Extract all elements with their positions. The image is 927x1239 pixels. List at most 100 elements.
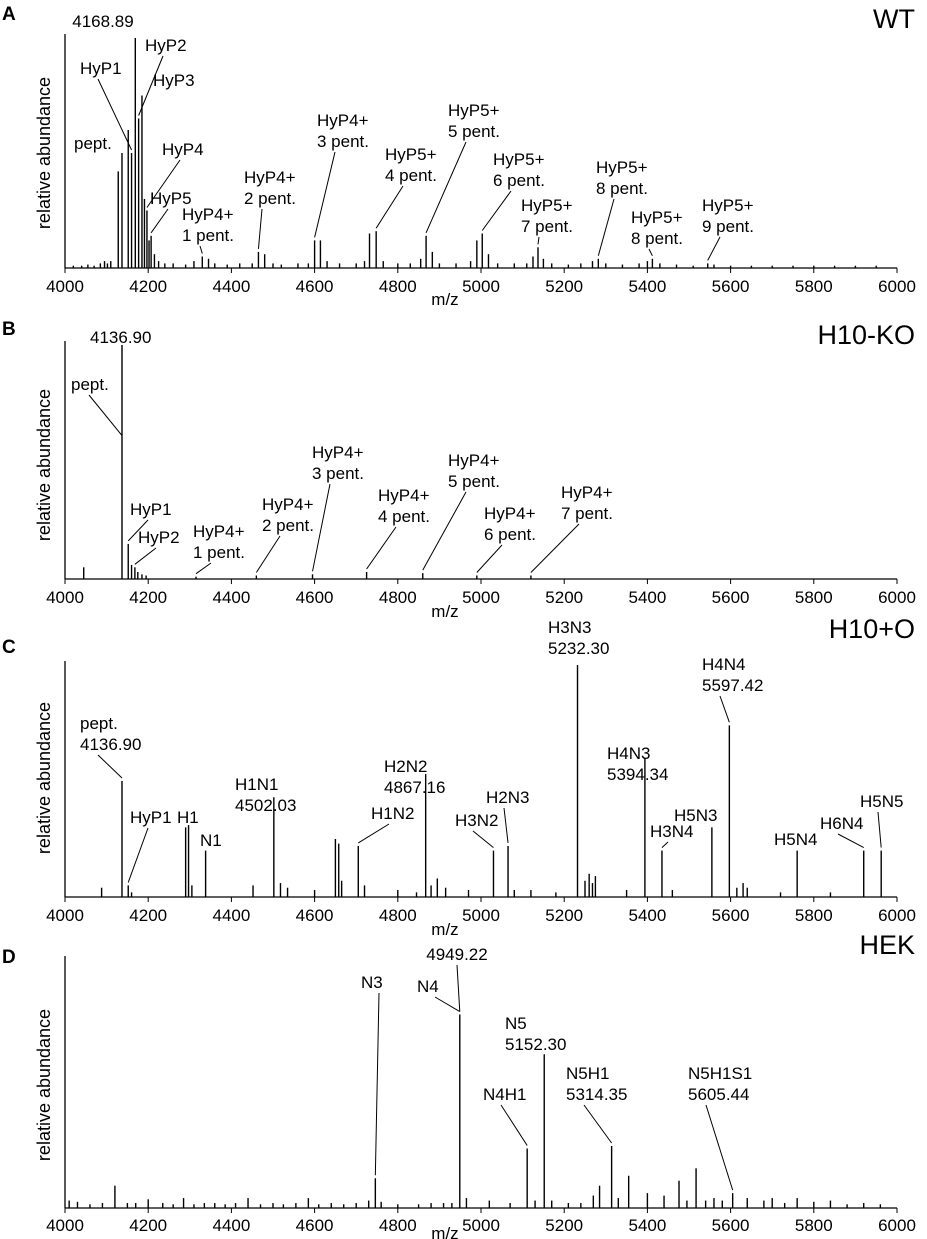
- peak-annotation: H2N3: [486, 788, 529, 807]
- annotation-leader-line: [503, 807, 509, 844]
- x-tick-label: 6000: [878, 588, 916, 607]
- x-tick-label: 5600: [712, 1216, 750, 1235]
- annotation-leader-line: [537, 236, 540, 245]
- annotation-leader-line: [358, 823, 390, 844]
- x-tick-label: 4800: [379, 1216, 417, 1235]
- y-axis-title: relative abundance: [34, 1009, 54, 1161]
- annotation-leader-line: [705, 1104, 734, 1191]
- peak-annotation: HyP5+ 8 pent.: [596, 158, 648, 198]
- annotation-leader-line: [425, 141, 467, 234]
- x-tick-label: 4200: [129, 588, 167, 607]
- peak-annotation: H5N3: [674, 806, 717, 825]
- x-tick-label: 4000: [46, 1216, 84, 1235]
- x-tick-label: 5600: [712, 277, 750, 296]
- x-tick-label: 5400: [628, 1216, 666, 1235]
- x-tick-label: 4400: [212, 277, 250, 296]
- peak-annotation: N4H1: [483, 1085, 526, 1104]
- x-tick-label: 4000: [46, 906, 84, 925]
- x-tick-label: 5000: [462, 277, 500, 296]
- annotation-leader-line: [127, 519, 149, 542]
- peak-annotation: H5N5: [860, 792, 903, 811]
- x-tick-label: 4000: [46, 588, 84, 607]
- annotation-leader-line: [134, 547, 157, 565]
- sample-name: HEK: [859, 930, 915, 960]
- x-tick-label: 4200: [129, 277, 167, 296]
- annotation-leader-line: [661, 841, 669, 848]
- peak-annotation: H4N3 5394.34: [607, 744, 668, 784]
- x-tick-label: 5800: [795, 1216, 833, 1235]
- x-tick-label: 5400: [628, 906, 666, 925]
- annotation-leader-line: [127, 827, 149, 883]
- sample-name: H10-KO: [817, 320, 915, 350]
- annotation-leader-line: [648, 248, 653, 257]
- peak-annotation: HyP1: [130, 500, 172, 519]
- annotation-leader-line: [88, 394, 123, 436]
- peak-annotation: H3N4: [650, 822, 693, 841]
- peak-annotation: HyP4+ 3 pent.: [312, 443, 364, 483]
- peak-annotation: HyP5+ 6 pent.: [493, 150, 545, 190]
- peak-annotation: N5H1 5314.35: [566, 1064, 627, 1104]
- annotation-leader-line: [837, 833, 864, 849]
- x-tick-label: 4800: [379, 277, 417, 296]
- peak-annotation: H6N4: [820, 814, 863, 833]
- peak-annotation: H2N2 4867.16: [384, 757, 445, 797]
- peak-annotation: H1N1 4502.03: [235, 775, 296, 815]
- peak-annotation: H3N3 5232.30: [548, 618, 609, 658]
- annotation-leader-line: [146, 159, 181, 208]
- peak-annotation: 4949.22: [426, 945, 487, 964]
- sample-name: WT: [873, 4, 915, 34]
- annotation-leader-line: [375, 185, 404, 229]
- x-tick-label: 4600: [296, 906, 334, 925]
- panel-letter: A: [2, 4, 16, 25]
- annotation-leader-line: [530, 523, 580, 573]
- y-axis-title: relative abundance: [34, 702, 54, 854]
- peak-annotation: HyP4+ 5 pent.: [448, 451, 500, 491]
- peak-annotation: HyP4+ 1 pent.: [193, 522, 245, 562]
- annotation-leader-line: [481, 190, 512, 231]
- sample-name: H10+O: [829, 614, 915, 644]
- x-tick-label: 4600: [296, 1216, 334, 1235]
- peak-annotation: HyP4+ 2 pent.: [262, 495, 314, 535]
- peak-annotation: H1: [177, 808, 199, 827]
- peak-annotation: HyP1: [80, 59, 122, 78]
- peak-annotation: HyP4+ 2 pent.: [244, 168, 296, 208]
- x-tick-label: 4800: [379, 588, 417, 607]
- peak-annotation: N5H1S1 5605.44: [688, 1064, 752, 1104]
- annotation-leader-line: [138, 55, 164, 116]
- peak-annotation: pept.: [74, 134, 112, 153]
- peak-annotation: HyP3: [153, 71, 195, 90]
- annotation-leader-line: [472, 830, 494, 848]
- annotation-leader-line: [97, 78, 133, 151]
- x-tick-label: 5800: [795, 906, 833, 925]
- annotation-leader-line: [150, 208, 169, 234]
- peak-annotation: HyP5+ 9 pent.: [702, 196, 754, 236]
- annotation-leader-line: [374, 992, 380, 1176]
- annotation-leader-line: [195, 562, 212, 575]
- peak-annotation: HyP1: [130, 808, 172, 827]
- peak-annotation: N3: [361, 973, 383, 992]
- panel-letter: C: [2, 637, 16, 658]
- annotation-leader-line: [314, 151, 336, 238]
- x-tick-label: 4200: [129, 906, 167, 925]
- annotation-leader-line: [312, 483, 331, 572]
- x-tick-label: 5000: [462, 906, 500, 925]
- x-tick-label: 4400: [212, 588, 250, 607]
- x-axis-title: m/z: [431, 920, 458, 939]
- y-axis-title: relative abundance: [34, 77, 54, 229]
- peak-annotation: H5N4: [774, 830, 817, 849]
- peak-annotation: N5 5152.30: [505, 1014, 566, 1054]
- x-axis-title: m/z: [431, 1224, 458, 1239]
- annotation-leader-line: [255, 535, 281, 573]
- peak-annotation: pept. 4136.90: [80, 714, 141, 754]
- x-tick-label: 5400: [628, 277, 666, 296]
- peak-annotation: HyP5+ 4 pent.: [385, 145, 437, 185]
- x-tick-label: 5200: [545, 906, 583, 925]
- peak-annotation: N1: [200, 831, 222, 850]
- x-tick-label: 4600: [296, 588, 334, 607]
- peak-annotation: HyP4+ 3 pent.: [317, 111, 369, 151]
- annotation-leader-line: [500, 1104, 528, 1146]
- x-tick-label: 5400: [628, 588, 666, 607]
- x-tick-label: 6000: [878, 1216, 916, 1235]
- annotation-leader-line: [719, 695, 730, 723]
